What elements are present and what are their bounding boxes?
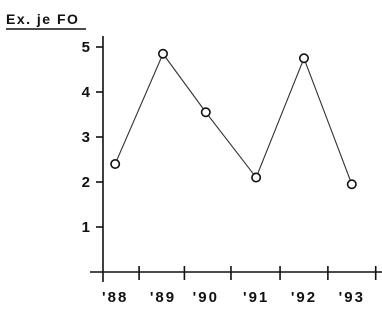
y-tick-label: 2 [82, 174, 92, 191]
labels: Ex. je FO [6, 11, 86, 30]
data-point [200, 107, 211, 118]
x-tick-label: '88 [102, 289, 128, 306]
y-axis-label: Ex. je FO [6, 11, 79, 27]
y-tick-label: 5 [82, 39, 92, 56]
x-tick-label: '89 [150, 289, 176, 306]
data-point [158, 48, 169, 59]
series-line [114, 52, 353, 185]
data-point [298, 53, 309, 64]
y-tick-label: 3 [82, 129, 92, 146]
x-tick-label: '92 [291, 289, 317, 306]
x-tick-label: '90 [193, 289, 219, 306]
series [110, 48, 357, 190]
ticks: 1 2 3 4 5 '88 '89 '90 '91 '92 '93 [82, 39, 377, 306]
data-point [110, 159, 121, 170]
x-tick-label: '91 [243, 289, 269, 306]
data-point [346, 179, 357, 190]
y-tick-label: 4 [82, 84, 92, 101]
data-point [251, 172, 262, 183]
y-tick-label: 1 [82, 219, 92, 236]
axes [90, 36, 382, 282]
x-tick-label: '93 [339, 289, 365, 306]
